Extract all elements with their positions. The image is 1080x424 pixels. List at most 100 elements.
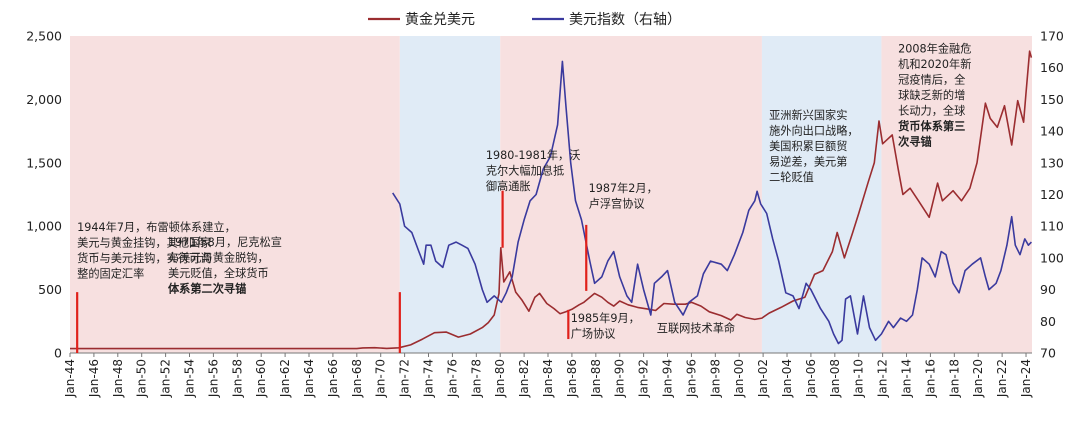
x-tick-label: Jan-22 bbox=[995, 359, 1009, 398]
x-tick-label: Jan-72 bbox=[398, 359, 412, 398]
x-tick-label: Jan-92 bbox=[637, 359, 651, 398]
x-tick-label: Jan-52 bbox=[159, 359, 173, 398]
x-ticks: Jan-44 Jan-46 Jan-48 Jan-50 Jan-52 Jan-54 Jan-… bbox=[63, 353, 1033, 398]
x-tick-label: Jan-00 bbox=[732, 359, 746, 398]
period-bands bbox=[70, 36, 1032, 353]
annotation-line: 1985年9月， bbox=[571, 311, 640, 325]
x-tick-label: Jan-74 bbox=[422, 359, 436, 398]
x-tick-label: Jan-12 bbox=[876, 359, 890, 398]
y-right-tick-label: 80 bbox=[1040, 314, 1056, 329]
annotation-line: 亚洲新兴国家实 bbox=[769, 108, 847, 122]
legend: 黄金兑美元 美元指数（右轴） bbox=[368, 11, 681, 28]
x-tick-label: Jan-54 bbox=[183, 359, 197, 398]
x-tick-label: Jan-98 bbox=[708, 359, 722, 398]
y-right-tick-label: 90 bbox=[1040, 282, 1056, 297]
y-right-tick-label: 100 bbox=[1040, 250, 1064, 265]
annotation-line: 长动力，全球 bbox=[898, 103, 965, 117]
x-tick-label: Jan-18 bbox=[947, 359, 961, 398]
annotation-line: 御高通胀 bbox=[486, 179, 531, 193]
y-left-tick-label: 2,000 bbox=[26, 92, 62, 107]
annotation-line: 美元贬值，全球货币 bbox=[168, 266, 269, 280]
x-tick-label: Jan-02 bbox=[756, 359, 770, 398]
annotation-line: 次寻锚 bbox=[898, 134, 932, 148]
x-tick-label: Jan-88 bbox=[589, 359, 603, 398]
annotation-line: 布美元与黄金脱钩， bbox=[168, 250, 269, 264]
x-tick-label: Jan-70 bbox=[374, 359, 388, 398]
annotation-line: 1987年2月， bbox=[589, 181, 658, 195]
x-tick-label: Jan-86 bbox=[565, 359, 579, 398]
annotation-line: 互联网技术革命 bbox=[657, 321, 735, 335]
x-tick-label: Jan-10 bbox=[852, 359, 866, 398]
annotation-line: 易逆差，美元第 bbox=[769, 155, 847, 169]
x-tick-label: Jan-14 bbox=[900, 359, 914, 398]
x-tick-label: Jan-94 bbox=[661, 359, 675, 398]
event-markers bbox=[76, 190, 588, 353]
x-tick-label: Jan-06 bbox=[804, 359, 818, 398]
annotation-7: 2008年金融危机和2020年新冠疫情后，全球缺乏新的增长动力，全球货币体系第三… bbox=[897, 41, 971, 148]
x-tick-label: Jan-68 bbox=[350, 359, 364, 398]
legend-label-dollar-index: 美元指数（右轴） bbox=[569, 12, 681, 28]
y-right-tick-label: 140 bbox=[1040, 124, 1064, 139]
annotation-line: 施外向出口战略， bbox=[769, 124, 859, 138]
gold-series-layer bbox=[70, 50, 1033, 350]
period-band-3 bbox=[761, 36, 882, 353]
x-tick-label: Jan-04 bbox=[780, 359, 794, 398]
x-tick-label: Jan-64 bbox=[302, 359, 316, 398]
y-right-ticks: 70 80 90 100 110 120 130 140 150 160 170 bbox=[1040, 29, 1064, 361]
y-right-tick-label: 120 bbox=[1040, 187, 1064, 202]
x-tick-label: Jan-60 bbox=[254, 359, 268, 398]
annotation-line: 1944年7月，布雷顿体系建立， bbox=[77, 220, 236, 234]
x-tick-label: Jan-90 bbox=[613, 359, 627, 398]
x-tick-label: Jan-62 bbox=[278, 359, 292, 398]
x-tick-label: Jan-48 bbox=[111, 359, 125, 398]
period-band-1 bbox=[399, 36, 501, 353]
y-right-tick-label: 130 bbox=[1040, 155, 1064, 170]
y-right-tick-label: 170 bbox=[1040, 29, 1064, 44]
annotation-3: 1987年2月，卢浮宫协议 bbox=[589, 181, 658, 211]
annotation-line: 整的固定汇率 bbox=[77, 267, 144, 281]
dollar-index-line bbox=[392, 60, 1032, 345]
period-band-0 bbox=[70, 36, 400, 353]
x-tick-label: Jan-80 bbox=[493, 359, 507, 398]
y-right-tick-label: 70 bbox=[1040, 346, 1056, 361]
annotation-line: 货币体系第三 bbox=[897, 119, 965, 133]
annotation-line: 体系第二次寻锚 bbox=[168, 281, 246, 295]
annotation-line: 冠疫情后，全 bbox=[898, 72, 965, 86]
dollar-index-series-layer bbox=[392, 60, 1032, 345]
x-tick-label: Jan-50 bbox=[135, 359, 149, 398]
annotations: 1944年7月，布雷顿体系建立， 美元与黄金挂钩，其他国家货币与美元挂钩，实行可调… bbox=[77, 41, 971, 340]
annotation-line: 卢浮宫协议 bbox=[589, 196, 645, 210]
annotation-line: 球缺乏新的增 bbox=[898, 88, 965, 102]
x-tick-label: Jan-08 bbox=[828, 359, 842, 398]
y-left-tick-label: 0 bbox=[54, 346, 62, 361]
annotation-line: 1971年8月，尼克松宣 bbox=[168, 235, 282, 249]
annotation-line: 货币与美元挂钩，实行可调 bbox=[77, 251, 211, 265]
legend-label-gold: 黄金兑美元 bbox=[405, 11, 475, 28]
x-tick-label: Jan-24 bbox=[1019, 359, 1033, 398]
x-tick-label: Jan-84 bbox=[541, 359, 555, 398]
gold-price-line bbox=[70, 50, 1033, 350]
y-left-tick-label: 2,500 bbox=[26, 29, 62, 44]
x-tick-label: Jan-76 bbox=[445, 359, 459, 398]
x-tick-label: Jan-44 bbox=[63, 359, 77, 398]
y-left-tick-label: 1,500 bbox=[26, 155, 62, 170]
annotation-line: 机和2020年新 bbox=[898, 57, 971, 71]
x-tick-label: Jan-66 bbox=[326, 359, 340, 398]
annotation-line: 二轮贬值 bbox=[769, 170, 814, 184]
x-tick-label: Jan-56 bbox=[206, 359, 220, 398]
x-tick-label: Jan-78 bbox=[469, 359, 483, 398]
x-tick-label: Jan-20 bbox=[971, 359, 985, 398]
x-tick-label: Jan-82 bbox=[517, 359, 531, 398]
annotation-line: 2008年金融危 bbox=[898, 41, 971, 55]
annotation-line: 美国积累巨额贸 bbox=[769, 140, 847, 153]
annotation-5: 互联网技术革命 bbox=[657, 321, 735, 335]
y-right-tick-label: 150 bbox=[1040, 92, 1064, 107]
x-tick-label: Jan-96 bbox=[684, 359, 698, 398]
annotation-line: 美元与黄金挂钩，其他国家 bbox=[77, 236, 211, 250]
x-tick-label: Jan-46 bbox=[87, 359, 101, 398]
annotation-line: 广场协议 bbox=[571, 326, 616, 340]
